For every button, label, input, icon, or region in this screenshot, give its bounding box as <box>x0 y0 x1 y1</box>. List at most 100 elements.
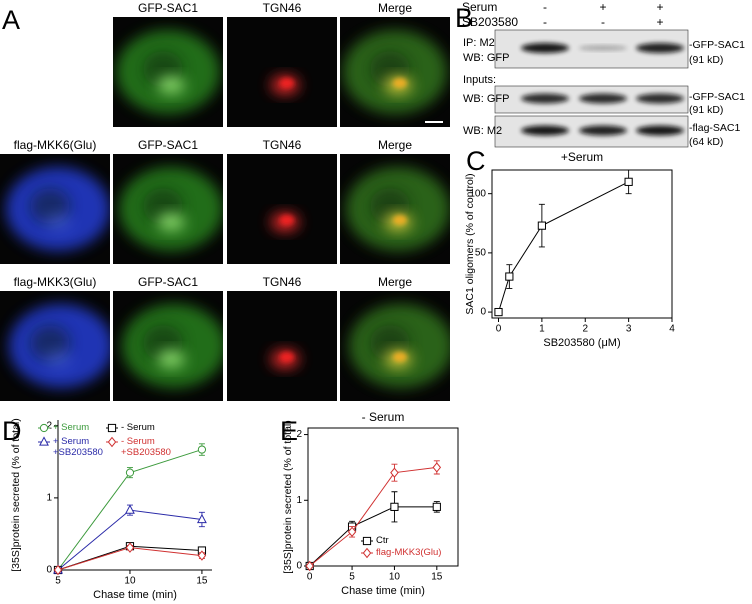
band-label: -GFP-SAC1 <box>689 39 745 51</box>
image-label: GFP-SAC1 <box>138 138 198 152</box>
y-tick-label: 50 <box>475 248 487 259</box>
band <box>636 125 684 136</box>
blot-label: WB: GFP <box>463 93 509 105</box>
x-tick-label: 10 <box>124 576 136 587</box>
y-tick-label: 2 <box>296 429 302 440</box>
golgi <box>44 213 72 231</box>
golgi-core <box>393 215 407 225</box>
x-axis-label: Chase time (min) <box>341 585 425 597</box>
marker <box>362 547 372 559</box>
band <box>521 125 569 136</box>
micrograph <box>227 154 337 264</box>
golgi <box>157 350 185 368</box>
band-label: (64 kD) <box>689 136 723 148</box>
image-label: TGN46 <box>263 1 302 15</box>
condition-mark: - <box>601 15 605 29</box>
micrograph <box>340 291 450 401</box>
y-tick-label: 100 <box>469 188 486 199</box>
legend-label: + Serum +SB203580 <box>53 436 103 458</box>
x-tick-label: 15 <box>431 572 443 583</box>
x-tick-label: 0 <box>496 324 502 335</box>
blot-label: WB: GFP <box>463 52 509 64</box>
image-label: Merge <box>378 275 412 289</box>
marker <box>39 436 49 446</box>
inputs-label: Inputs: <box>463 74 496 86</box>
band <box>579 45 627 51</box>
y-axis-label: SAC1 oligomers (% of control) <box>464 173 476 314</box>
condition-mark: - <box>543 15 547 29</box>
series-line <box>498 181 629 313</box>
condition-name: Serum <box>462 0 497 14</box>
x-axis-label: SB203580 (μM) <box>543 337 620 349</box>
legend-label: + Serum <box>53 422 90 433</box>
series-line <box>309 506 437 567</box>
condition-mark: + <box>656 15 663 29</box>
image-label: GFP-SAC1 <box>138 275 198 289</box>
golgi-core <box>280 215 294 225</box>
marker <box>432 462 442 473</box>
golgi-core <box>393 352 407 362</box>
marker <box>305 560 314 572</box>
legend-label: - Serum +SB203580 <box>121 436 171 458</box>
micrograph <box>113 17 223 127</box>
image-label: Merge <box>378 1 412 15</box>
micrograph <box>227 17 337 127</box>
condition-mark: + <box>656 0 663 14</box>
micrograph <box>0 154 110 264</box>
marker <box>390 502 399 511</box>
micrograph <box>0 291 110 401</box>
y-tick-label: 2 <box>46 420 52 431</box>
y-tick-label: 1 <box>296 495 302 506</box>
blot-label: WB: M2 <box>463 125 502 137</box>
y-axis-label: [35S]protein secreted (% of total) <box>10 418 22 572</box>
golgi <box>157 76 185 94</box>
band <box>636 93 684 104</box>
marker <box>197 550 207 561</box>
x-tick-label: 4 <box>669 324 675 335</box>
micrograph <box>113 154 223 264</box>
series-line <box>309 466 437 567</box>
marker <box>107 436 117 448</box>
x-tick-label: 5 <box>55 576 61 587</box>
golgi-core <box>280 78 294 88</box>
chart-title: - Serum <box>362 410 405 424</box>
image-label: Merge <box>378 138 412 152</box>
plot-frame <box>491 169 673 319</box>
marker <box>390 467 399 478</box>
panel-label: B <box>455 3 473 33</box>
band <box>636 43 684 53</box>
x-tick-label: 2 <box>582 324 588 335</box>
marker <box>53 564 63 576</box>
marker <box>432 502 441 511</box>
image-background <box>227 17 337 127</box>
y-axis-label: [35S]protein secreted (% of total) <box>282 420 294 574</box>
band-label: -GFP-SAC1 <box>689 91 745 103</box>
micrograph <box>227 291 337 401</box>
x-tick-label: 15 <box>196 576 208 587</box>
image-label: flag-MKK6(Glu) <box>14 138 97 152</box>
band <box>521 43 569 53</box>
image-label: TGN46 <box>263 275 302 289</box>
band <box>521 93 569 104</box>
image-label: flag-MKK3(Glu) <box>14 275 97 289</box>
legend-label: flag-MKK3(Glu) <box>376 547 442 558</box>
marker <box>537 221 546 230</box>
micrograph <box>340 17 450 127</box>
golgi-core <box>280 352 294 362</box>
marker <box>197 445 207 454</box>
golgi <box>157 213 185 231</box>
y-tick-label: 1 <box>46 493 52 504</box>
condition-name: SB203580 <box>462 15 518 29</box>
x-tick-label: 1 <box>539 324 545 335</box>
condition-mark: + <box>599 0 606 14</box>
blot-label: IP: M2 <box>463 37 495 49</box>
image-label: TGN46 <box>263 138 302 152</box>
band-label: (91 kD) <box>689 104 723 116</box>
x-tick-label: 10 <box>389 572 401 583</box>
x-tick-label: 3 <box>626 324 632 335</box>
x-tick-label: 0 <box>307 572 313 583</box>
panel-label: D <box>2 416 22 446</box>
marker <box>347 526 357 538</box>
